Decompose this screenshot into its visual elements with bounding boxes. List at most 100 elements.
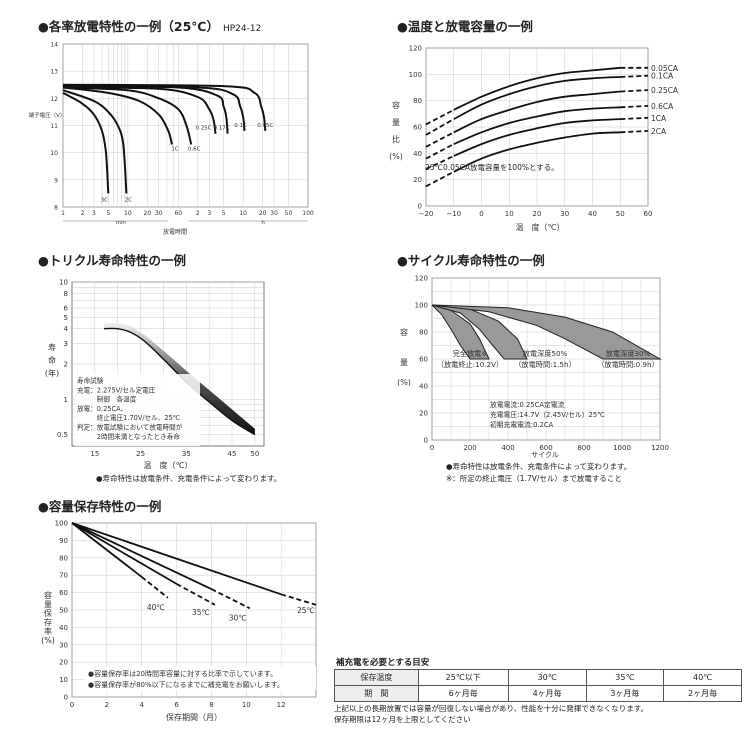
- band-label: （放電時間:1.5h）: [514, 360, 576, 369]
- series-line-dashed: [620, 74, 649, 78]
- series-line: [71, 522, 143, 578]
- y-axis-label-char: 率: [44, 626, 52, 636]
- series-line-dashed: [620, 89, 649, 93]
- x-tick-label: 15: [90, 450, 99, 458]
- y-tick-label: 60: [413, 124, 422, 132]
- x-tick-label: 40: [588, 210, 597, 218]
- x-tick-label: 35: [182, 450, 191, 458]
- series-label: 0.05CA: [651, 64, 679, 73]
- y-tick-label: 11: [50, 123, 58, 130]
- legend-box: [75, 374, 200, 446]
- x-unit-min: min: [115, 220, 126, 226]
- series-label: 40℃: [147, 603, 165, 612]
- series-line-dashed: [425, 118, 455, 136]
- series-label: 30℃: [229, 613, 247, 622]
- series-line-dashed: [425, 155, 455, 170]
- y-tick-label: 90: [59, 537, 68, 545]
- y-tick-label: 10: [50, 150, 58, 157]
- y-tick-label: 20: [413, 176, 422, 184]
- x-tick-label: 3: [92, 210, 96, 217]
- x-axis-label: サイクル: [531, 451, 559, 459]
- x-tick-label: 8: [209, 701, 213, 709]
- y-tick-label: 0: [424, 437, 428, 445]
- series-line-dashed: [280, 593, 317, 606]
- y-tick-label: 80: [59, 554, 68, 562]
- series-label: 2C: [125, 197, 132, 203]
- series-label: 0.6C: [188, 147, 201, 153]
- y-tick-label: 13: [50, 69, 58, 76]
- series-label: 2CA: [651, 127, 667, 136]
- x-tick-label: 2: [81, 210, 85, 217]
- x-tick-label: 100: [302, 210, 314, 217]
- y-tick-label: 40: [59, 624, 68, 632]
- condition-line: 放電電流:0.25CA定電流: [490, 400, 565, 409]
- x-tick-label: 1: [61, 210, 65, 217]
- y-axis-label-char: 容: [392, 100, 400, 110]
- x-tick-label: 0: [479, 210, 483, 218]
- y-axis-label-char: (%): [41, 636, 55, 645]
- y-tick-label: 3: [64, 340, 68, 348]
- series-line: [453, 106, 621, 145]
- series-label: 0.6CA: [651, 102, 674, 111]
- x-tick-label: 50: [285, 210, 293, 217]
- y-tick-label: 60: [59, 589, 68, 597]
- series-line: [453, 66, 621, 111]
- table-cell: 6ヶ月毎: [417, 685, 509, 702]
- retention-title: ●容量保存特性の一例: [38, 499, 162, 514]
- x-tick-label: 25: [136, 450, 145, 458]
- table-row: 期 間 6ヶ月毎 4ヶ月毎 3ヶ月毎 2ヶ月毎: [334, 685, 742, 702]
- y-tick-label: 100: [409, 71, 422, 79]
- condition-line: 初期充電電流:0.2CA: [490, 420, 554, 429]
- y-tick-label: 20: [419, 410, 428, 418]
- x-tick-label: 200: [463, 444, 476, 452]
- x-unit-h: h: [261, 220, 265, 226]
- cycle-title: ●サイクル寿命特性の一例: [397, 253, 545, 268]
- series-line: [62, 92, 110, 194]
- y-axis-label: 端子電圧（V）: [29, 111, 66, 119]
- band-label: （放電時間:0.9h）: [597, 360, 659, 369]
- series-line-dashed: [210, 588, 251, 610]
- x-tick-label: 20: [144, 210, 152, 217]
- x-tick-label: 20: [533, 210, 542, 218]
- temperature-note: 25℃0.05CA放電容量を100%とする。: [425, 163, 559, 172]
- table-cell: 30℃: [507, 669, 587, 686]
- x-tick-label: 20: [259, 210, 267, 217]
- series-label: 3C: [101, 197, 108, 203]
- band-label: 放電深度30%: [606, 349, 651, 358]
- legend-line: 寿命試験: [77, 376, 104, 385]
- series-label: 0.25C: [195, 126, 211, 132]
- series-line: [62, 83, 267, 132]
- x-tick-label: 60: [644, 210, 653, 218]
- series-label: 0.17C: [214, 126, 230, 132]
- band-label: 完全放電※: [453, 349, 488, 358]
- y-tick-label: 10: [59, 279, 68, 287]
- series-line-dashed: [425, 143, 455, 160]
- x-tick-label: 50: [616, 210, 625, 218]
- y-tick-label: 12: [50, 96, 58, 103]
- x-tick-label: 2: [105, 701, 109, 709]
- x-axis-label: 放電時間: [163, 228, 187, 236]
- y-axis-label-char: 比: [392, 134, 400, 144]
- life-band: [104, 322, 255, 435]
- legend-line: 制御 各温度: [77, 395, 137, 404]
- cycle-band: [431, 304, 662, 360]
- series-label: 1CA: [651, 114, 667, 123]
- y-tick-label: 70: [59, 572, 68, 580]
- series-line-dashed: [425, 131, 455, 148]
- legend-line: 放電：0.25CA、: [77, 404, 127, 413]
- legend-line: 2時間未満となったとき寿命: [77, 432, 180, 441]
- x-tick-label: −20: [419, 210, 434, 218]
- y-axis-label-char: (%): [397, 378, 411, 387]
- table-cell: 40℃: [663, 669, 742, 686]
- x-tick-label: 10: [239, 210, 247, 217]
- cycle-note-1: ●寿命特性は放電条件、充電条件によって変わります。: [446, 462, 632, 471]
- x-tick-label: 1200: [651, 444, 669, 452]
- series-label: 35℃: [192, 608, 210, 617]
- x-tick-label: 60: [174, 210, 182, 217]
- x-tick-label: 30: [560, 210, 569, 218]
- y-tick-label: 100: [55, 520, 68, 528]
- x-tick-label: 45: [228, 450, 237, 458]
- y-tick-label: 20: [59, 659, 68, 667]
